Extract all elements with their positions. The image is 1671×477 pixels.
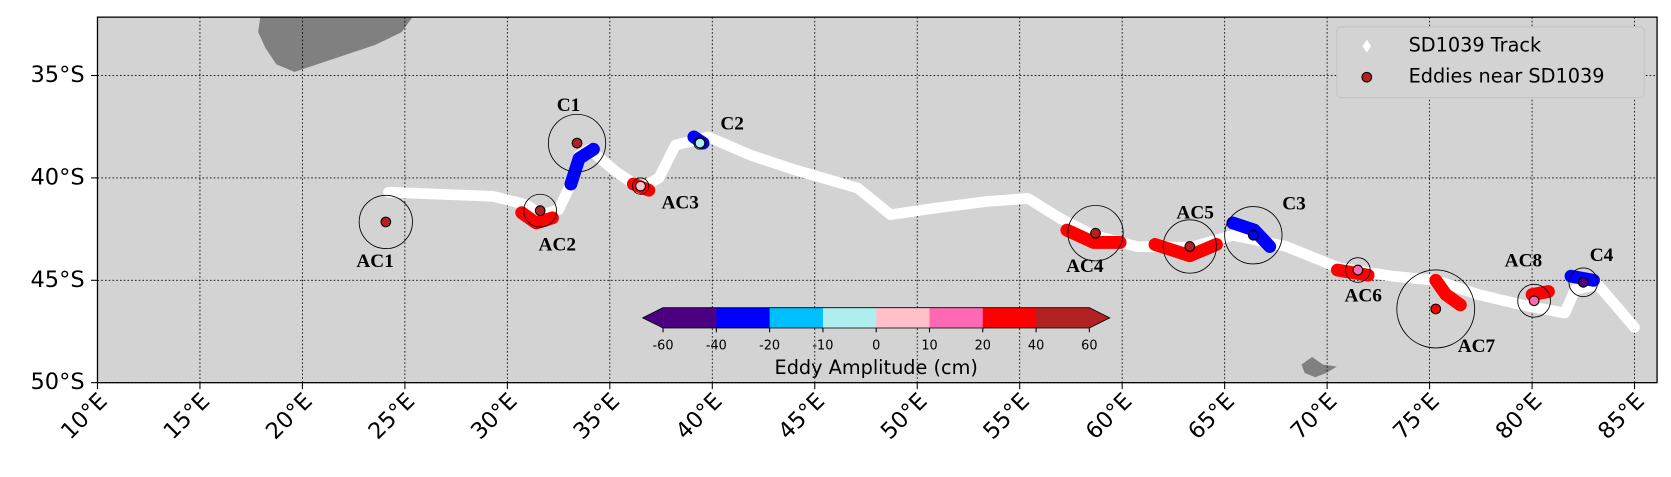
- eddy-label: AC5: [1176, 203, 1213, 224]
- colorbar-tick-label: -40: [706, 339, 727, 354]
- eddy-center: [534, 205, 546, 217]
- legend-box: [1336, 26, 1645, 99]
- legend: SD1039 Track Eddies near SD1039: [1336, 26, 1645, 99]
- colorbar-segment: [876, 307, 931, 329]
- eddy-outline: [1224, 206, 1283, 265]
- eddy-label: AC4: [1066, 256, 1104, 277]
- eddy-center: [1577, 276, 1589, 288]
- eddy-center: [380, 216, 392, 228]
- legend-label: Eddies near SD1039: [1409, 65, 1605, 88]
- colorbar: -60 -40 -20 -10 0 10 20 40 60: [641, 307, 1111, 354]
- eddy-outline: [1067, 205, 1124, 262]
- eddy-outline: [1517, 283, 1551, 318]
- island: [1301, 356, 1337, 378]
- x-tick-label: 45°E: [773, 388, 830, 445]
- x-tick-label: 65°E: [1183, 388, 1240, 445]
- eddy-track-segment: [515, 206, 559, 230]
- eddy-center: [1352, 264, 1364, 276]
- x-tick-label: 10°E: [56, 388, 113, 445]
- y-tick-label: 40°S: [30, 164, 84, 190]
- eddy-label: C2: [720, 113, 744, 134]
- eddy-outline: [1568, 267, 1599, 298]
- eddy-label: AC1: [356, 251, 393, 272]
- legend-eddy-symbol: [1361, 71, 1373, 83]
- x-tick-label: 55°E: [978, 388, 1035, 445]
- eddy-label: C3: [1282, 194, 1306, 215]
- y-tick-label: 35°S: [30, 62, 84, 88]
- x-tick-label: 15°E: [159, 388, 216, 445]
- colorbar-segment: [1036, 307, 1090, 329]
- eddy-label: AC6: [1344, 285, 1382, 306]
- x-tick-label: 70°E: [1286, 388, 1343, 445]
- colorbar-tick-label: 40: [1028, 339, 1044, 354]
- eddy-label: C4: [1590, 245, 1614, 266]
- eddy-center: [1184, 241, 1196, 252]
- colorbar-segment: [929, 307, 984, 329]
- eddy-outline: [547, 113, 607, 173]
- x-tick-label: 35°E: [568, 388, 625, 445]
- x-tick-label: 30°E: [466, 388, 523, 445]
- land: [258, 17, 413, 72]
- colorbar-segment: [982, 307, 1037, 329]
- eddy-label: AC3: [661, 193, 698, 214]
- colorbar-segment: [769, 307, 824, 329]
- eddy-outline: [1162, 219, 1217, 274]
- colorbar-tick-label: -10: [812, 339, 833, 354]
- eddy-label: AC2: [539, 234, 576, 255]
- colorbar-extend: [1089, 307, 1110, 329]
- eddy-outline: [1345, 257, 1371, 283]
- x-tick-label: 40°E: [671, 388, 728, 445]
- colorbar-tick-label: -60: [653, 339, 674, 354]
- legend-label: SD1039 Track: [1409, 34, 1542, 57]
- colorbar-extend: [642, 307, 664, 329]
- eddy-track-segment: [1330, 263, 1375, 282]
- x-tick-label: 50°E: [876, 388, 933, 445]
- eddy-outline: [693, 136, 707, 150]
- eddy-center: [1090, 227, 1101, 239]
- eddy-track-segment: [1148, 238, 1223, 263]
- eddy-center: [571, 137, 583, 149]
- eddy-center: [1247, 229, 1259, 241]
- colorbar-tick-label: 10: [921, 339, 937, 354]
- colorbar-segment: [716, 307, 771, 329]
- x-tick-label: 75°E: [1388, 388, 1445, 445]
- colorbar-segment: [663, 307, 717, 329]
- colorbar-segment: [822, 307, 877, 329]
- colorbar-label: Eddy Amplitude (cm): [775, 356, 978, 379]
- eddy-center: [694, 137, 706, 149]
- x-tick-label: 60°E: [1081, 388, 1138, 445]
- legend-track-symbol: [1362, 39, 1372, 53]
- eddy-center: [1528, 295, 1540, 307]
- colorbar-tick-label: -20: [759, 339, 780, 354]
- eddy-outline: [358, 194, 413, 250]
- eddy-track-segment: [564, 142, 600, 191]
- eddy-label: C1: [557, 95, 581, 116]
- eddy-label: AC7: [1458, 336, 1496, 357]
- axes-frame: [96, 16, 1658, 384]
- colorbar-tick-label: 20: [975, 339, 991, 354]
- y-tick-label: 45°S: [30, 267, 84, 293]
- x-tick-label: 20°E: [261, 388, 318, 445]
- eddy-label: AC8: [1505, 251, 1542, 272]
- eddy-center: [1430, 303, 1442, 315]
- eddy-track-segment: [1429, 273, 1467, 312]
- eddy-track-segment: [1060, 223, 1127, 249]
- y-tick-label: 50°S: [30, 369, 84, 395]
- eddy-outline: [631, 177, 650, 195]
- x-tick-label: 25°E: [364, 388, 421, 445]
- marks: AC1 AC2 C1 AC3 C2 AC4 AC5 C3 AC6 AC7 AC8 C4: [356, 95, 1640, 357]
- eddy-outline: [523, 193, 557, 228]
- x-tick-label: 80°E: [1491, 388, 1548, 445]
- colorbar-tick-label: 0: [872, 339, 880, 354]
- eddy-track-segment: [1525, 285, 1555, 302]
- eddy-outline: [1396, 269, 1476, 349]
- colorbar-tick-label: 60: [1081, 339, 1097, 354]
- x-tick-label: 85°E: [1593, 388, 1650, 445]
- eddy-center: [635, 180, 646, 192]
